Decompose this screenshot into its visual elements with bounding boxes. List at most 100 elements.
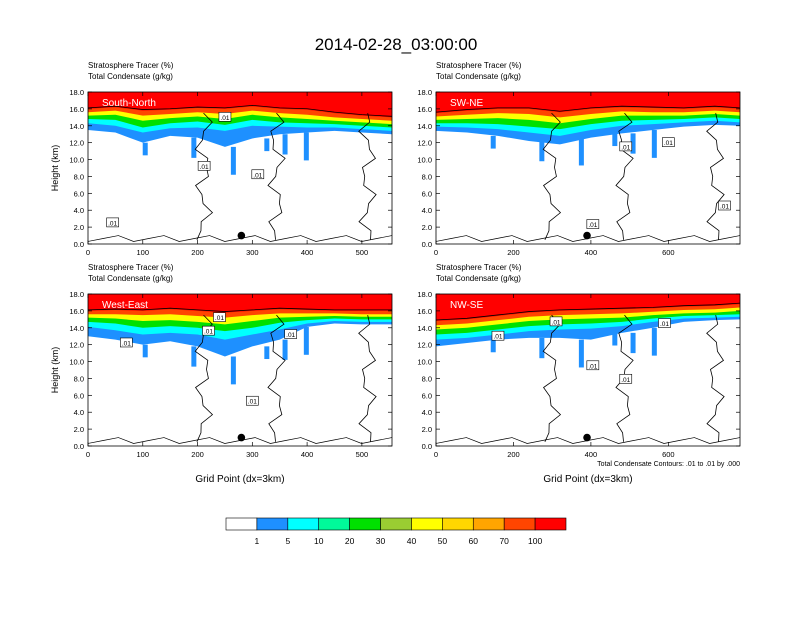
panel-line1: Stratosphere Tracer (%) — [88, 61, 174, 70]
contour-label-box — [106, 217, 119, 228]
plot-frame — [87, 293, 393, 447]
convective-patch — [264, 346, 270, 360]
contour-label-box — [549, 316, 563, 327]
contour-line — [88, 104, 392, 117]
y-tick-label: 16.0 — [417, 307, 432, 316]
x-tick-label: 300 — [246, 450, 259, 459]
band-red — [88, 92, 392, 118]
y-tick-label: 0.0 — [74, 442, 84, 451]
y-tick-label: 6.0 — [422, 189, 432, 198]
figure-title: 2014-02-28_03:00:00 — [315, 35, 478, 54]
x-tick-label: 100 — [137, 450, 150, 459]
contour-label: .01 — [286, 332, 295, 339]
panel-name: SW-NE — [450, 98, 483, 109]
contour-label-box — [586, 360, 600, 371]
location-marker — [583, 231, 591, 240]
convective-patch — [578, 137, 584, 166]
y-tick-label: 0.0 — [422, 442, 432, 451]
contour-label-box — [246, 395, 259, 406]
contour-label: .01 — [493, 334, 502, 341]
location-marker — [583, 433, 591, 442]
convective-patch — [630, 133, 636, 154]
contour-label-box — [662, 137, 675, 147]
x-tick-label: 200 — [191, 450, 204, 459]
contour-label-box — [284, 329, 297, 339]
y-tick-label: 8.0 — [422, 172, 432, 181]
y-tick-label: 12.0 — [417, 139, 432, 148]
contour-label: .01 — [621, 144, 630, 151]
colorbar-swatch — [411, 517, 443, 531]
contour-label-box — [491, 330, 505, 341]
contour-label-box — [251, 169, 265, 180]
y-tick-label: 8.0 — [422, 374, 432, 383]
convective-patch — [303, 132, 309, 161]
y-axis-label: Height (km) — [50, 145, 60, 192]
y-tick-label: 10.0 — [69, 156, 84, 165]
contour-line — [267, 314, 286, 442]
contour-label: .01 — [108, 220, 117, 227]
x-tick-label: 0 — [434, 248, 438, 257]
contour-line — [436, 105, 740, 113]
y-tick-label: 4.0 — [74, 206, 84, 215]
x-tick-label: 600 — [662, 248, 675, 257]
panel-name: NW-SE — [450, 300, 483, 311]
contour-line — [542, 314, 562, 442]
contour-label: .01 — [660, 321, 669, 328]
panel-name: West-East — [102, 300, 148, 311]
y-tick-label: 18.0 — [417, 88, 432, 97]
colorbar-swatch — [442, 517, 474, 531]
y-tick-label: 14.0 — [69, 324, 84, 333]
y-tick-label: 12.0 — [69, 341, 84, 350]
colorbar-label: 60 — [469, 536, 479, 546]
contour-line — [194, 112, 214, 240]
panel-south-north: .01 .01 .01 .01 South-North Stratosphere Trac… — [50, 61, 393, 257]
contour-line — [194, 314, 214, 442]
contour-label: .01 — [215, 315, 224, 322]
plot-area — [436, 92, 740, 244]
contour-label-box — [120, 337, 133, 348]
contour-label: .01 — [122, 340, 131, 347]
contour-line — [267, 112, 286, 240]
contour-note: Total Condensate Contours: .01 to .01 by… — [597, 461, 740, 468]
x-axis-label: Grid Point (dx=3km) — [543, 474, 632, 485]
contour-label-box — [718, 200, 731, 211]
convective-patch — [539, 140, 545, 162]
x-tick-label: 400 — [301, 248, 314, 257]
x-tick-label: 200 — [191, 248, 204, 257]
contour-label: .01 — [720, 204, 729, 211]
colorbar-swatch — [256, 517, 289, 531]
x-axis-label: Grid Point (dx=3km) — [195, 474, 284, 485]
contour-label-box — [197, 161, 211, 171]
x-tick-label: 500 — [356, 450, 369, 459]
contour-label: .01 — [588, 363, 597, 370]
contour-label-box — [202, 325, 215, 336]
y-tick-label: 18.0 — [69, 290, 84, 299]
y-tick-label: 6.0 — [74, 391, 84, 400]
colorbar-swatch — [225, 517, 258, 531]
convective-patch — [191, 346, 197, 367]
location-marker — [237, 433, 246, 442]
colorbar-label: 100 — [528, 536, 542, 546]
contour-line — [88, 307, 392, 312]
y-tick-label: 10.0 — [417, 358, 432, 367]
contour-line — [436, 302, 740, 321]
x-tick-label: 0 — [86, 248, 90, 257]
contour-label-box — [619, 141, 633, 152]
x-tick-label: 0 — [434, 450, 438, 459]
colorbar-swatch — [287, 517, 320, 531]
colorbar: 1 5 10 20 30 40 50 60 70 100 — [225, 517, 567, 546]
contour-label-box — [213, 312, 226, 322]
y-tick-label: 14.0 — [417, 324, 432, 333]
contour-line — [706, 113, 725, 240]
contour-line — [615, 112, 634, 240]
plot-frame — [435, 293, 741, 447]
y-tick-label: 12.0 — [69, 139, 84, 148]
y-tick-label: 0.0 — [422, 240, 432, 249]
convective-patch — [490, 339, 496, 353]
y-tick-label: 14.0 — [417, 122, 432, 131]
convective-patch — [142, 344, 148, 358]
contour-label: .01 — [248, 399, 257, 406]
colorbar-label: 10 — [314, 536, 324, 546]
